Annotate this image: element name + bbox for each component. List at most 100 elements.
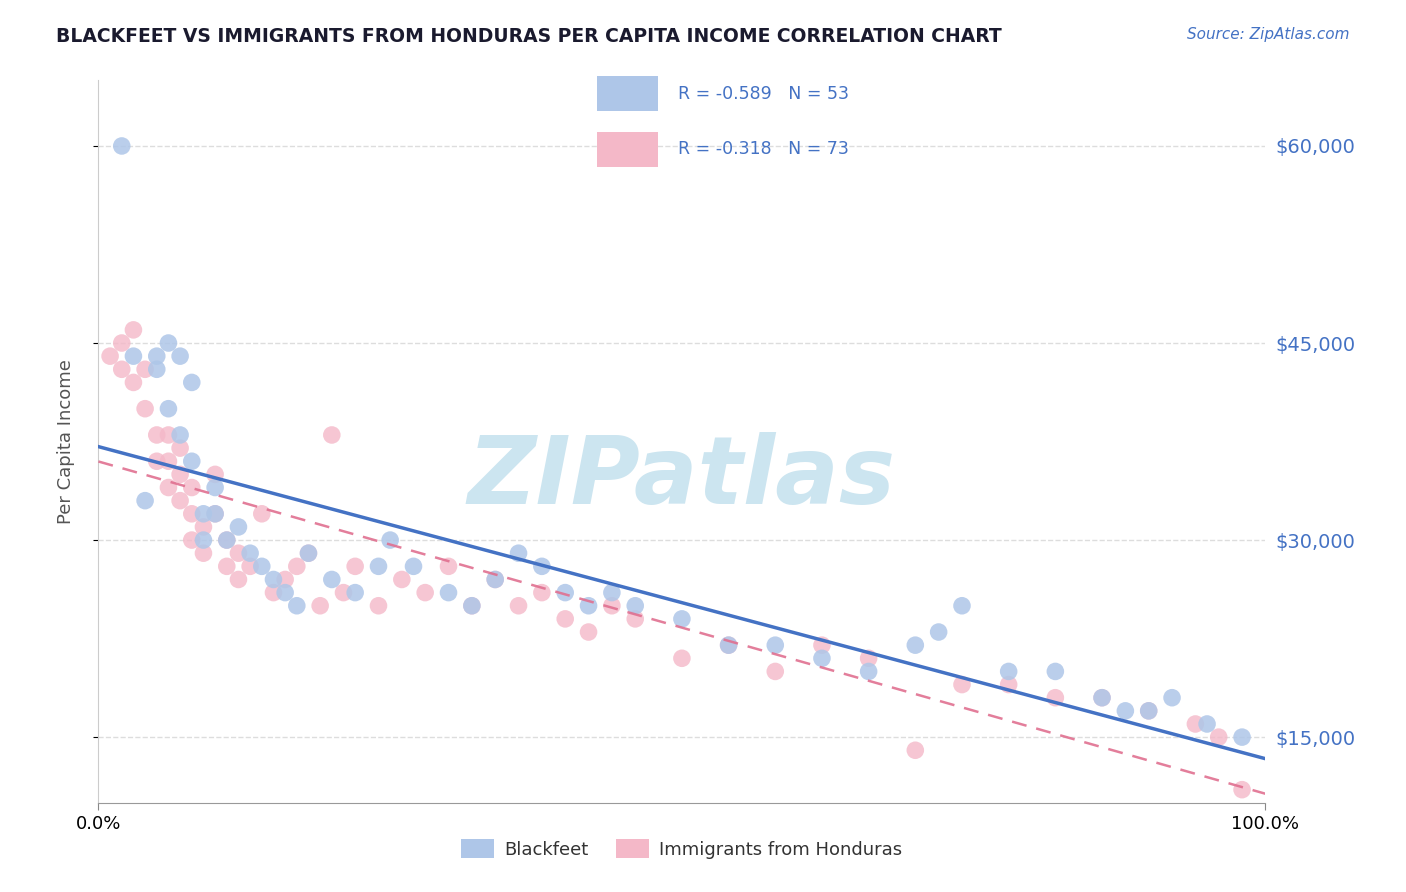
Point <box>180 454 202 468</box>
Point <box>391 573 413 587</box>
Point <box>1114 704 1136 718</box>
Point <box>157 401 180 416</box>
Point <box>297 546 319 560</box>
Point <box>600 599 623 613</box>
Point <box>285 559 308 574</box>
Point <box>928 625 950 640</box>
Point <box>134 362 156 376</box>
Point <box>146 428 169 442</box>
Point <box>1184 717 1206 731</box>
Point <box>193 546 215 560</box>
Point <box>530 585 553 599</box>
Point <box>413 585 436 599</box>
Point <box>180 507 202 521</box>
Point <box>1254 835 1277 849</box>
Point <box>98 349 121 363</box>
Point <box>180 376 202 390</box>
Text: ZIPatlas: ZIPatlas <box>468 432 896 524</box>
Point <box>239 559 262 574</box>
Point <box>344 559 367 574</box>
Point <box>344 585 367 599</box>
Point <box>204 507 226 521</box>
Point <box>169 493 191 508</box>
Point <box>671 651 693 665</box>
Point <box>554 612 576 626</box>
Point <box>508 599 530 613</box>
Point <box>717 638 740 652</box>
Point <box>671 612 693 626</box>
Point <box>380 533 402 547</box>
Point <box>297 546 319 560</box>
Point <box>157 481 180 495</box>
Point <box>169 428 191 442</box>
Point <box>717 638 740 652</box>
Point <box>169 467 191 482</box>
Point <box>402 559 425 574</box>
Point <box>1137 704 1160 718</box>
Point <box>508 546 530 560</box>
Point <box>321 428 343 442</box>
Point <box>250 559 273 574</box>
Point <box>122 349 145 363</box>
Legend: Blackfeet, Immigrants from Honduras: Blackfeet, Immigrants from Honduras <box>454 832 910 866</box>
Point <box>169 441 191 455</box>
Point <box>321 573 343 587</box>
Bar <box>598 132 658 167</box>
Point <box>309 599 332 613</box>
Point <box>134 401 156 416</box>
Point <box>228 573 250 587</box>
Point <box>461 599 484 613</box>
Text: BLACKFEET VS IMMIGRANTS FROM HONDURAS PER CAPITA INCOME CORRELATION CHART: BLACKFEET VS IMMIGRANTS FROM HONDURAS PE… <box>56 27 1002 45</box>
Point <box>262 573 284 587</box>
Point <box>262 585 284 599</box>
Point <box>763 638 786 652</box>
Point <box>367 599 389 613</box>
Point <box>146 362 169 376</box>
Point <box>111 139 134 153</box>
Point <box>204 467 226 482</box>
Point <box>997 677 1019 691</box>
Point <box>180 533 202 547</box>
Point <box>1208 730 1230 744</box>
Point <box>1091 690 1114 705</box>
Point <box>180 481 202 495</box>
Point <box>763 665 786 679</box>
Point <box>146 349 169 363</box>
Point <box>146 454 169 468</box>
Point <box>134 493 156 508</box>
Point <box>1045 665 1067 679</box>
Point <box>169 349 191 363</box>
Point <box>332 585 354 599</box>
Point <box>215 533 238 547</box>
Point <box>530 559 553 574</box>
Point <box>624 612 647 626</box>
Point <box>215 559 238 574</box>
Point <box>904 638 927 652</box>
Point <box>367 559 389 574</box>
Point <box>950 677 973 691</box>
Point <box>437 585 460 599</box>
Point <box>193 520 215 534</box>
Point <box>1195 717 1218 731</box>
Y-axis label: Per Capita Income: Per Capita Income <box>56 359 75 524</box>
Point <box>157 454 180 468</box>
Point <box>157 336 180 351</box>
Point <box>1161 690 1184 705</box>
Point <box>624 599 647 613</box>
Point <box>122 376 145 390</box>
Point <box>204 507 226 521</box>
Point <box>1045 690 1067 705</box>
Point <box>1091 690 1114 705</box>
Point <box>250 507 273 521</box>
Point <box>122 323 145 337</box>
Point <box>157 428 180 442</box>
Point <box>111 362 134 376</box>
Point <box>811 651 834 665</box>
Point <box>858 665 880 679</box>
Point <box>274 573 297 587</box>
Point <box>274 585 297 599</box>
Text: R = -0.318   N = 73: R = -0.318 N = 73 <box>678 140 849 159</box>
Point <box>1230 782 1253 797</box>
Point <box>461 599 484 613</box>
Point <box>811 638 834 652</box>
